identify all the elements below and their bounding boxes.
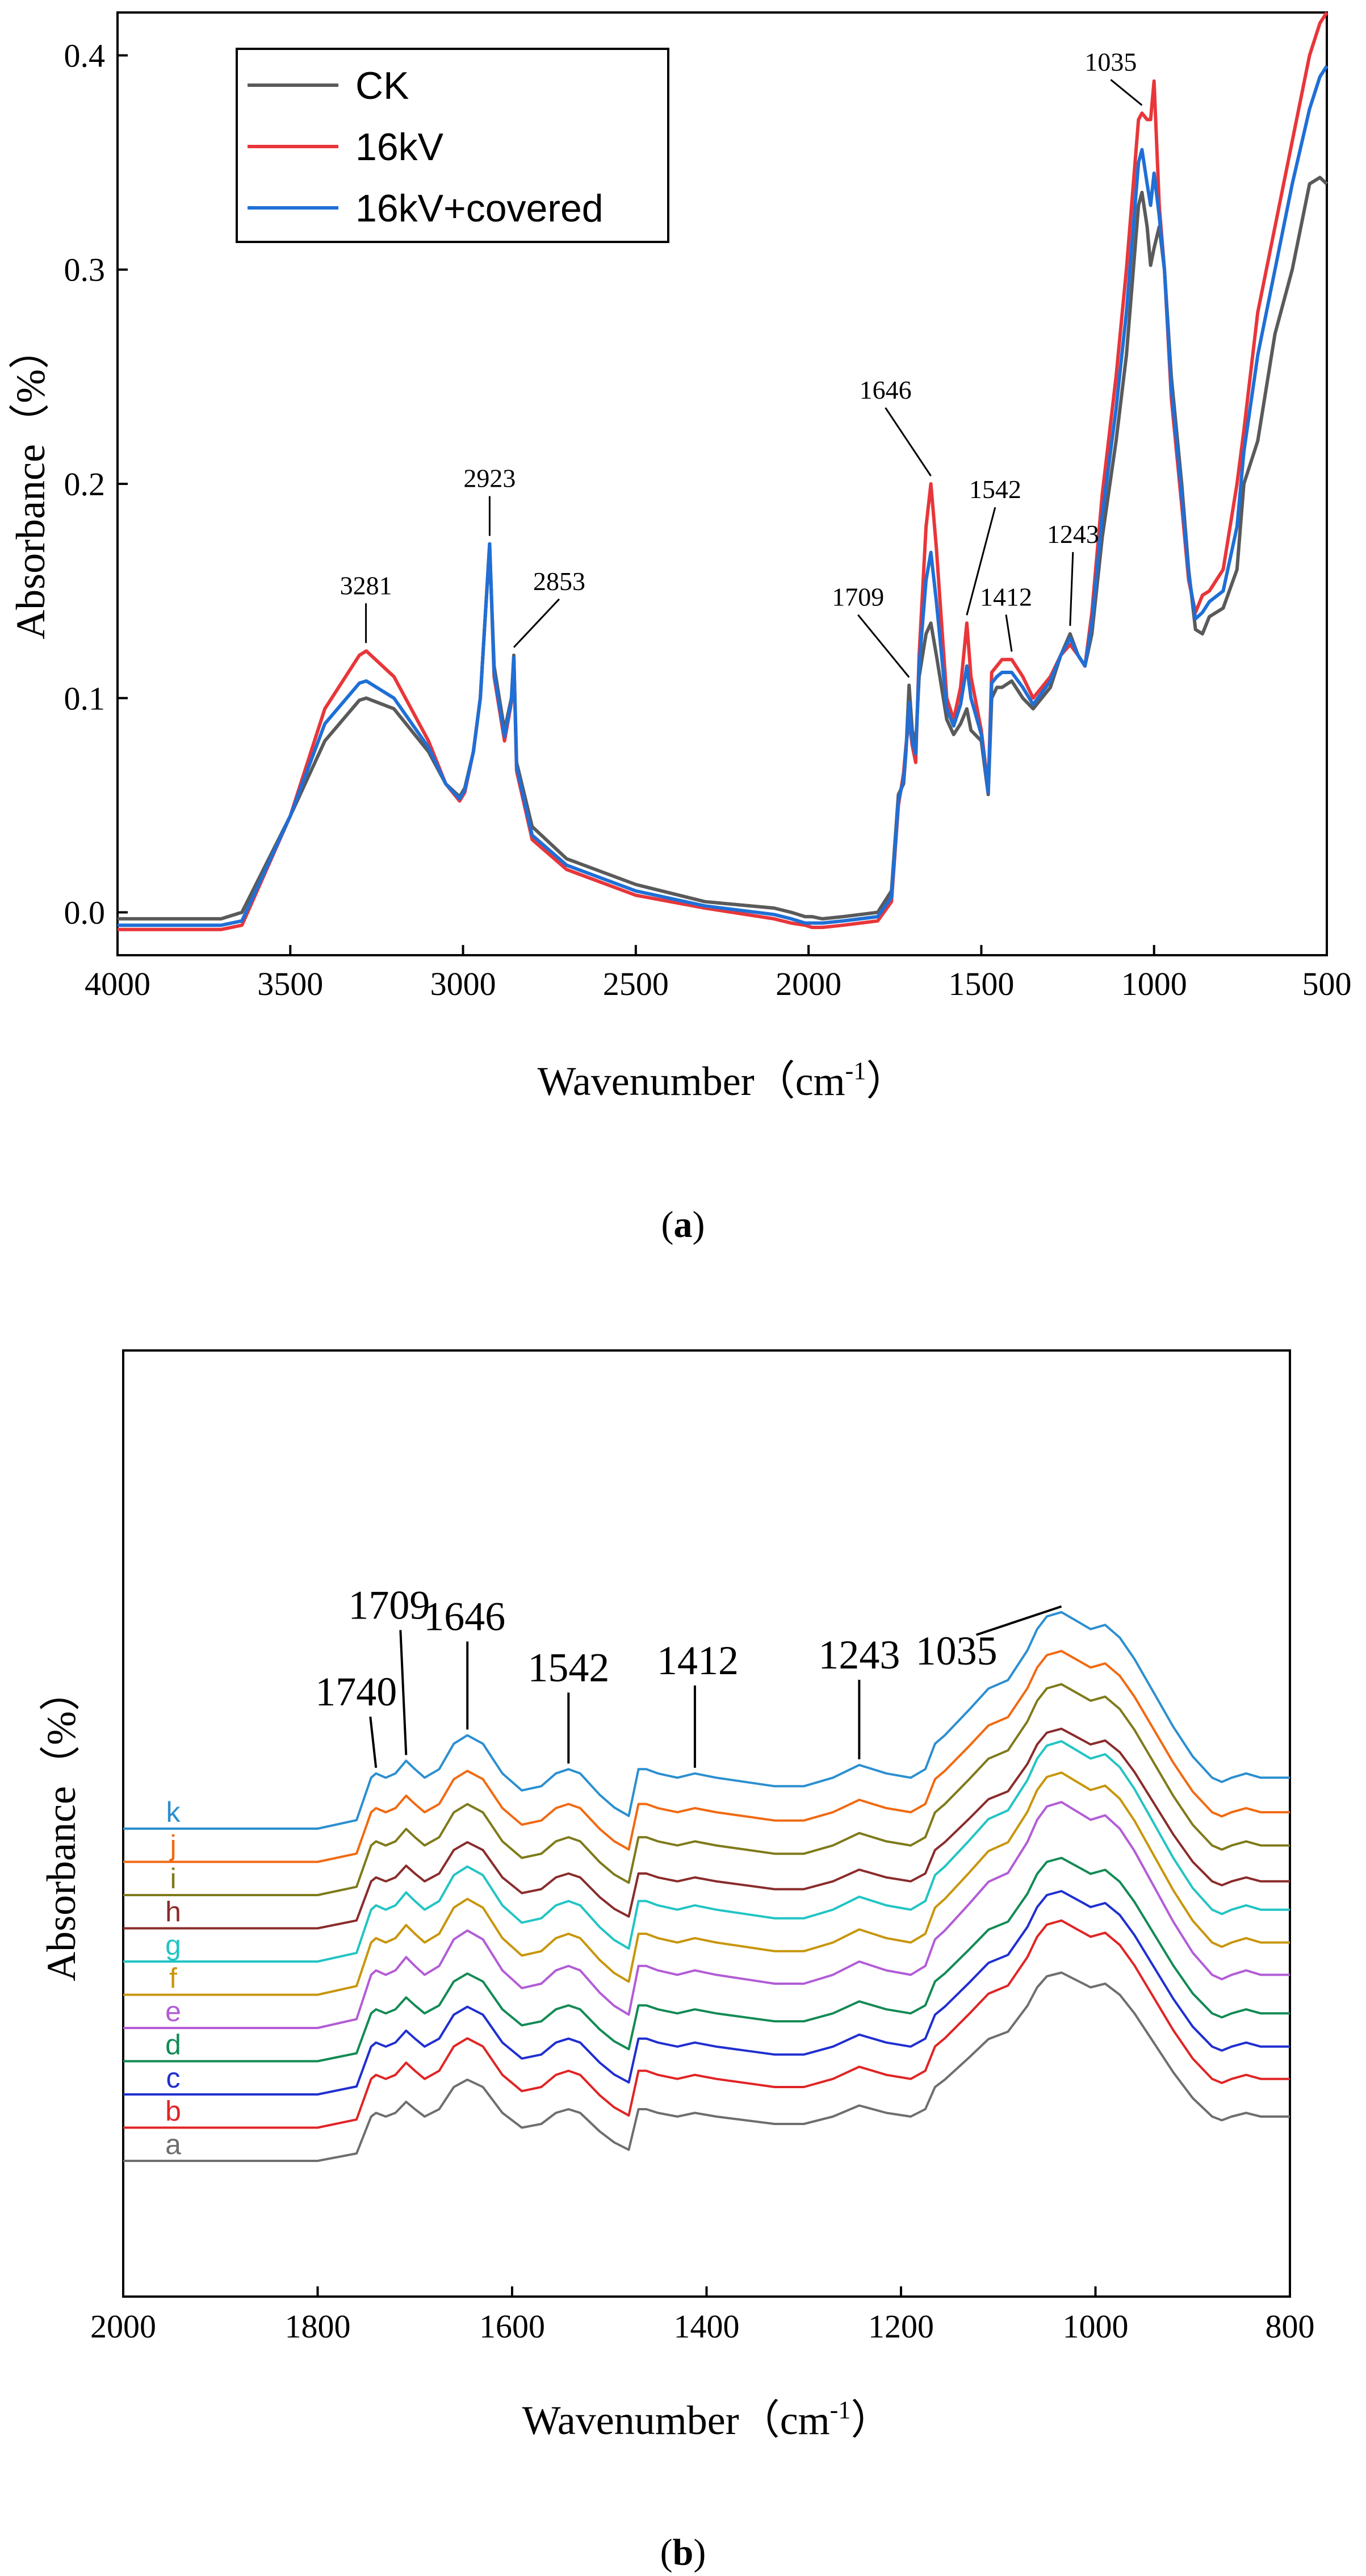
- series-label-j: j: [169, 1830, 176, 1862]
- peak-label-3281: 3281: [340, 571, 392, 600]
- x-tick-label: 1500: [948, 965, 1014, 1002]
- peak-label-1412: 1412: [980, 582, 1032, 611]
- panel-b-y-axis-label: Absorbance（%）: [39, 1670, 84, 1981]
- peak-label-1709: 1709: [832, 583, 884, 612]
- series-label-g: g: [165, 1929, 181, 1961]
- annotation-leader: [513, 598, 560, 648]
- peak-label-1542: 1542: [969, 475, 1021, 504]
- series-line-b: [123, 1919, 1290, 2129]
- series-label-k: k: [166, 1796, 181, 1828]
- panel-a-legend: CK 16kV 16kV+covered: [236, 48, 669, 243]
- annotation-leader: [975, 1605, 1062, 1636]
- annotation-leader: [369, 1716, 378, 1768]
- peak-label-1542: 1542: [527, 1645, 609, 1690]
- x-tick-label: 500: [1302, 965, 1352, 1002]
- panel-a-chart: 4000 3500 3000 2500 2000 1500 1000 500 0.0 0.1 0.2…: [8, 11, 1352, 1245]
- series-line-16kv-covered: [118, 65, 1329, 927]
- series-line-e: [123, 1801, 1290, 2029]
- panel-b-x-axis-label: Wavenumber（cm-1）: [522, 2396, 892, 2443]
- series-label-b: b: [165, 2096, 181, 2127]
- series-line-a: [123, 1971, 1290, 2162]
- x-tick-label: 1800: [285, 2308, 351, 2345]
- x-tick-label: 1200: [868, 2308, 934, 2345]
- y-tick-label: 0.4: [64, 37, 106, 74]
- series-line-g: [123, 1740, 1290, 1963]
- legend-label-16kv-covered: 16kV+covered: [355, 187, 604, 230]
- series-label-e: e: [165, 1996, 181, 2027]
- panel-a-series: [118, 11, 1329, 931]
- annotation-leader: [885, 407, 932, 476]
- panel-b-series: [123, 1611, 1290, 2162]
- panel-b-caption: (b): [660, 2532, 706, 2573]
- peak-label-1035: 1035: [916, 1628, 998, 1674]
- panel-a-y-axis-label: Absorbance（%）: [8, 328, 53, 639]
- x-tick-label: 2000: [90, 2308, 156, 2345]
- y-tick-label: 0.3: [64, 252, 106, 288]
- x-tick-label: 4000: [85, 965, 150, 1002]
- series-line-h: [123, 1728, 1290, 1930]
- peak-label-1646: 1646: [424, 1594, 505, 1640]
- series-label-f: f: [169, 1963, 177, 1994]
- x-tick-label: 800: [1266, 2308, 1315, 2345]
- peak-label-1740: 1740: [315, 1669, 397, 1714]
- panel-a-annotations: 3281 2923 2853 1709 1646 1542 1412 1243 1035: [340, 47, 1143, 678]
- annotation-leader: [1110, 79, 1143, 106]
- y-tick-label: 0.0: [64, 894, 106, 931]
- panel-a-axis-ticks: 4000 3500 3000 2500 2000 1500 1000 500 0.0 0.1 0.2…: [64, 37, 1352, 1002]
- x-tick-label: 3000: [430, 965, 496, 1002]
- peak-label-1646: 1646: [860, 375, 912, 404]
- peak-label-1035: 1035: [1084, 47, 1137, 76]
- peak-label-1709: 1709: [348, 1582, 430, 1628]
- annotation-leader: [1069, 552, 1074, 626]
- x-tick-label: 2000: [776, 965, 841, 1002]
- x-tick-label: 2500: [603, 965, 669, 1002]
- annotation-leader: [399, 1630, 408, 1755]
- legend-label-ck: CK: [355, 64, 409, 107]
- x-tick-label: 3500: [257, 965, 323, 1002]
- peak-label-1412: 1412: [657, 1638, 739, 1683]
- annotation-leader: [966, 507, 996, 616]
- annotation-leader: [857, 614, 910, 678]
- series-label-a: a: [165, 2128, 181, 2160]
- annotation-leader: [1005, 614, 1013, 652]
- peak-label-1243: 1243: [1047, 520, 1099, 549]
- legend-label-16kv: 16kV: [355, 126, 444, 169]
- series-line-k: [123, 1611, 1290, 1830]
- x-tick-label: 1000: [1063, 2308, 1129, 2345]
- series-line-c: [123, 1890, 1290, 2096]
- panel-a-x-axis-label: Wavenumber（cm-1）: [538, 1057, 907, 1104]
- series-line-d: [123, 1856, 1290, 2063]
- series-label-h: h: [165, 1896, 181, 1928]
- x-tick-label: 1400: [674, 2308, 740, 2345]
- series-line-j: [123, 1650, 1290, 1863]
- y-tick-label: 0.1: [64, 680, 106, 717]
- series-label-d: d: [165, 2029, 181, 2061]
- peak-label-2923: 2923: [463, 464, 516, 493]
- x-tick-label: 1000: [1121, 965, 1187, 1002]
- panel-b-plot-frame: [122, 1349, 1291, 2298]
- series-line-f: [123, 1771, 1290, 1996]
- x-tick-label: 1600: [479, 2308, 545, 2345]
- y-tick-label: 0.2: [64, 466, 106, 503]
- panel-a-caption: (a): [661, 1204, 705, 1245]
- series-line-i: [123, 1683, 1290, 1896]
- panel-b-chart: 2000 1800 1600 1400 1200 1000 800 abcdefghijk …: [39, 1349, 1315, 2573]
- peak-label-2853: 2853: [533, 567, 585, 596]
- series-label-i: i: [170, 1863, 176, 1895]
- peak-label-1243: 1243: [818, 1632, 900, 1678]
- series-label-c: c: [166, 2062, 181, 2094]
- panel-b-axis-ticks: 2000 1800 1600 1400 1200 1000 800: [90, 2286, 1315, 2345]
